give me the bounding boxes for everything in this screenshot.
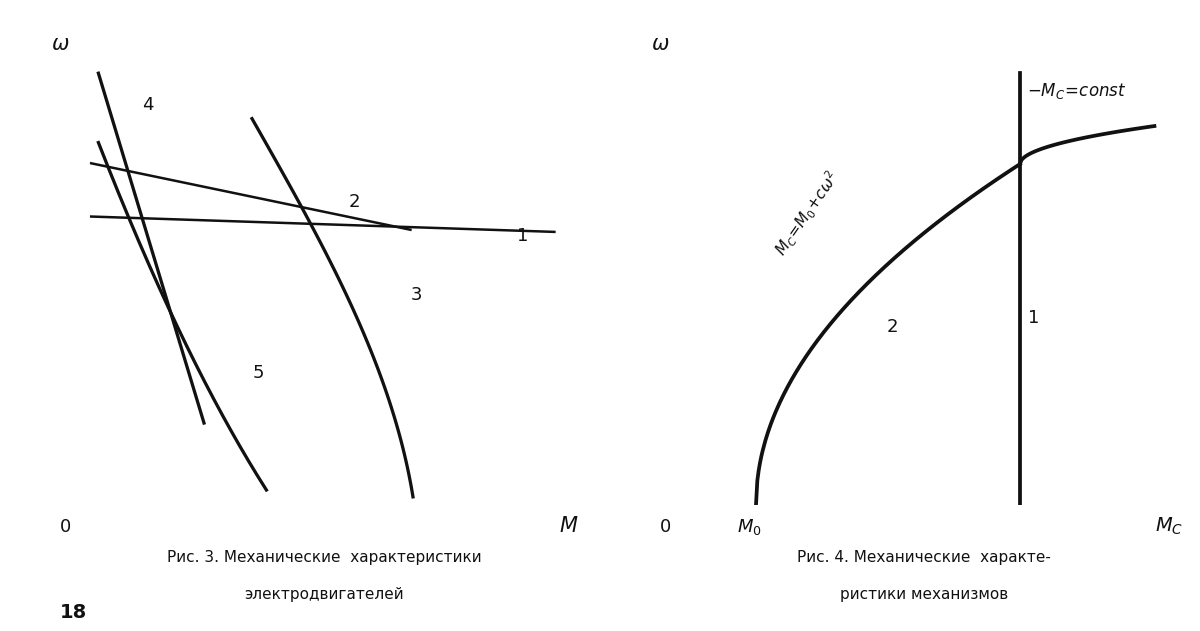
Text: $\omega$: $\omega$ xyxy=(650,35,670,54)
Text: $M$: $M$ xyxy=(559,516,578,536)
Text: $4$: $4$ xyxy=(142,95,154,114)
Text: 18: 18 xyxy=(60,603,88,622)
Text: $0$: $0$ xyxy=(659,518,671,536)
Text: $5$: $5$ xyxy=(252,363,264,382)
Text: $-M_C\!=\!const$: $-M_C\!=\!const$ xyxy=(1027,81,1127,101)
Text: ристики механизмов: ристики механизмов xyxy=(840,587,1008,603)
Text: $M_C$: $M_C$ xyxy=(1154,516,1183,538)
Text: $\omega$: $\omega$ xyxy=(50,35,70,54)
Text: $3$: $3$ xyxy=(410,286,422,304)
Text: $0$: $0$ xyxy=(59,518,71,536)
Text: $M_0$: $M_0$ xyxy=(737,517,762,537)
Text: $1$: $1$ xyxy=(1027,309,1039,327)
Text: $M_C\!=\!M_0\!+\!c\omega^2$: $M_C\!=\!M_0\!+\!c\omega^2$ xyxy=(770,167,845,259)
Text: $1$: $1$ xyxy=(516,227,528,245)
Text: Рис. 3. Механические  характеристики: Рис. 3. Механические характеристики xyxy=(167,550,481,565)
Text: $2$: $2$ xyxy=(348,193,360,211)
Text: электродвигателей: электродвигателей xyxy=(244,587,404,603)
Text: Рис. 4. Механические  характе-: Рис. 4. Механические характе- xyxy=(797,550,1051,565)
Text: $2$: $2$ xyxy=(886,318,898,336)
